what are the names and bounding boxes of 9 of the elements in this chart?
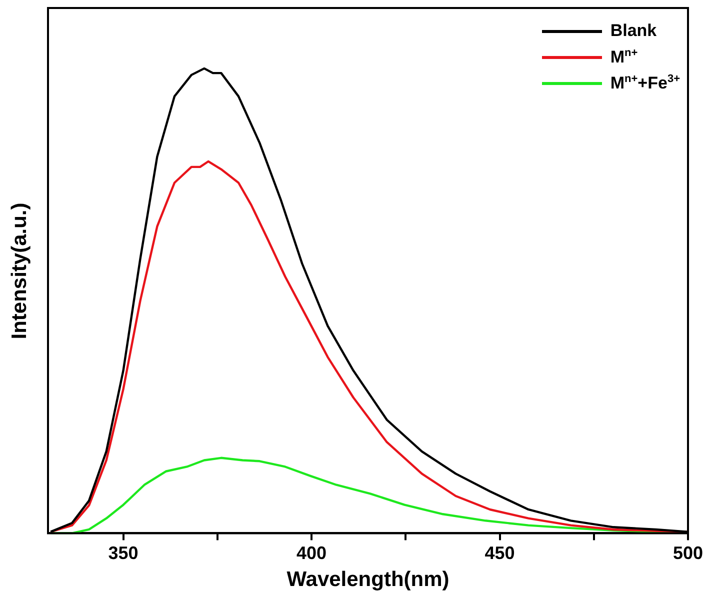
- y-axis-title: Intensity(a.u.): [8, 202, 32, 339]
- legend-label: Blank: [610, 21, 657, 41]
- x-tick-label: 500: [672, 542, 704, 563]
- x-tick-label: 350: [108, 542, 138, 563]
- x-axis-title: Wavelength(nm): [286, 568, 450, 592]
- legend-label: M$^{n+}$: [610, 46, 638, 68]
- legend-label: M$^{n+}$+Fe$^{3+}$: [610, 72, 680, 94]
- x-tick-label: 400: [296, 542, 327, 563]
- x-tick-label: 450: [484, 542, 515, 563]
